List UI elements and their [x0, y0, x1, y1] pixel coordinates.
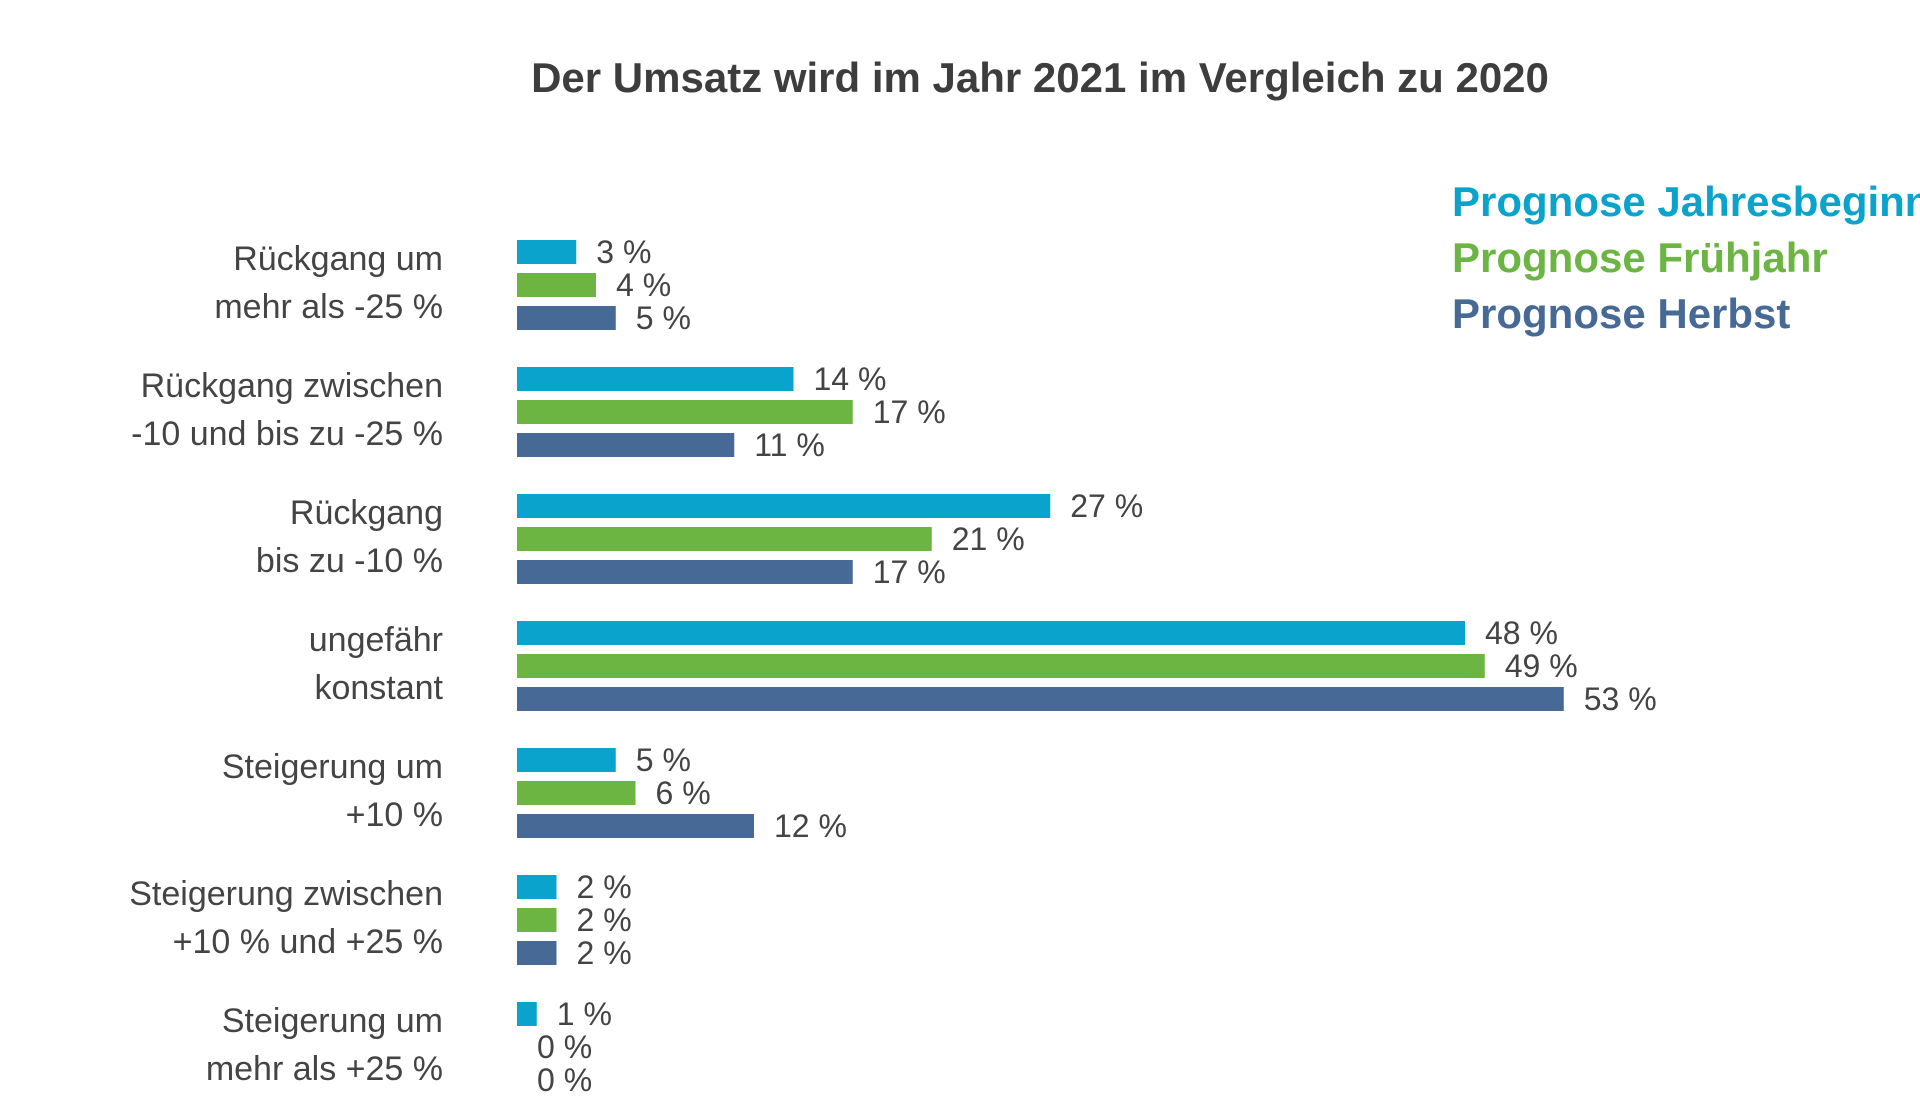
chart-title: Der Umsatz wird im Jahr 2021 im Vergleic… — [531, 54, 1549, 101]
category-labels: Rückgang um mehr als -25 % Rückgang zwisch… — [129, 240, 443, 1088]
data-label: 2 % — [577, 869, 632, 905]
bar — [517, 494, 1051, 518]
data-label: 49 % — [1505, 648, 1578, 684]
value-labels: 3 %4 %5 %14 %17 %11 %27 %21 %17 %48 %49 … — [537, 234, 1657, 1098]
data-label: 17 % — [873, 394, 946, 430]
bar — [517, 400, 853, 424]
bar — [517, 941, 557, 965]
data-label: 2 % — [577, 935, 632, 971]
data-label: 3 % — [596, 234, 651, 270]
data-label: 0 % — [537, 1062, 592, 1098]
category-label: konstant — [314, 669, 443, 707]
category-label: ungefähr — [309, 621, 443, 659]
bar — [517, 560, 853, 584]
bar — [517, 781, 636, 805]
data-label: 6 % — [656, 775, 711, 811]
data-label: 27 % — [1070, 488, 1143, 524]
category-label: Steigerung um — [222, 748, 443, 786]
bar — [517, 273, 596, 297]
category-label: mehr als -25 % — [214, 288, 443, 326]
category-label: mehr als +25 % — [206, 1050, 443, 1088]
data-label: 53 % — [1584, 681, 1657, 717]
bar — [517, 1002, 537, 1026]
bar — [517, 240, 577, 264]
data-label: 21 % — [952, 521, 1025, 557]
category-label: +10 % — [346, 796, 443, 834]
data-label: 48 % — [1485, 615, 1558, 651]
category-label: -10 und bis zu -25 % — [131, 415, 443, 453]
bar — [517, 306, 616, 330]
bar — [517, 654, 1485, 678]
category-label: bis zu -10 % — [256, 542, 443, 580]
bar — [517, 875, 557, 899]
category-label: Rückgang — [290, 494, 443, 532]
data-label: 12 % — [774, 808, 847, 844]
bar — [517, 687, 1564, 711]
category-label: Rückgang zwischen — [141, 367, 443, 405]
data-label: 2 % — [577, 902, 632, 938]
data-label: 11 % — [754, 427, 825, 463]
legend-item-3: Prognose Herbst — [1452, 290, 1790, 337]
bar — [517, 433, 735, 457]
legend-item-2: Prognose Frühjahr — [1452, 234, 1828, 281]
bar — [517, 814, 754, 838]
data-label: 14 % — [814, 361, 887, 397]
bar — [517, 908, 557, 932]
category-label: Steigerung um — [222, 1002, 443, 1040]
bars — [517, 240, 1564, 1026]
data-label: 5 % — [636, 742, 691, 778]
legend-item-1: Prognose Jahresbeginn — [1452, 178, 1920, 225]
data-label: 5 % — [636, 300, 691, 336]
legend: Prognose Jahresbeginn Prognose Frühjahr Pr… — [1452, 178, 1920, 337]
bar — [517, 367, 794, 391]
data-label: 1 % — [557, 996, 612, 1032]
category-label: +10 % und +25 % — [173, 923, 443, 961]
category-label: Steigerung zwischen — [129, 875, 443, 913]
bar — [517, 621, 1465, 645]
data-label: 4 % — [616, 267, 671, 303]
bar — [517, 527, 932, 551]
category-label: Rückgang um — [233, 240, 443, 278]
data-label: 0 % — [537, 1029, 592, 1065]
bar — [517, 748, 616, 772]
data-label: 17 % — [873, 554, 946, 590]
